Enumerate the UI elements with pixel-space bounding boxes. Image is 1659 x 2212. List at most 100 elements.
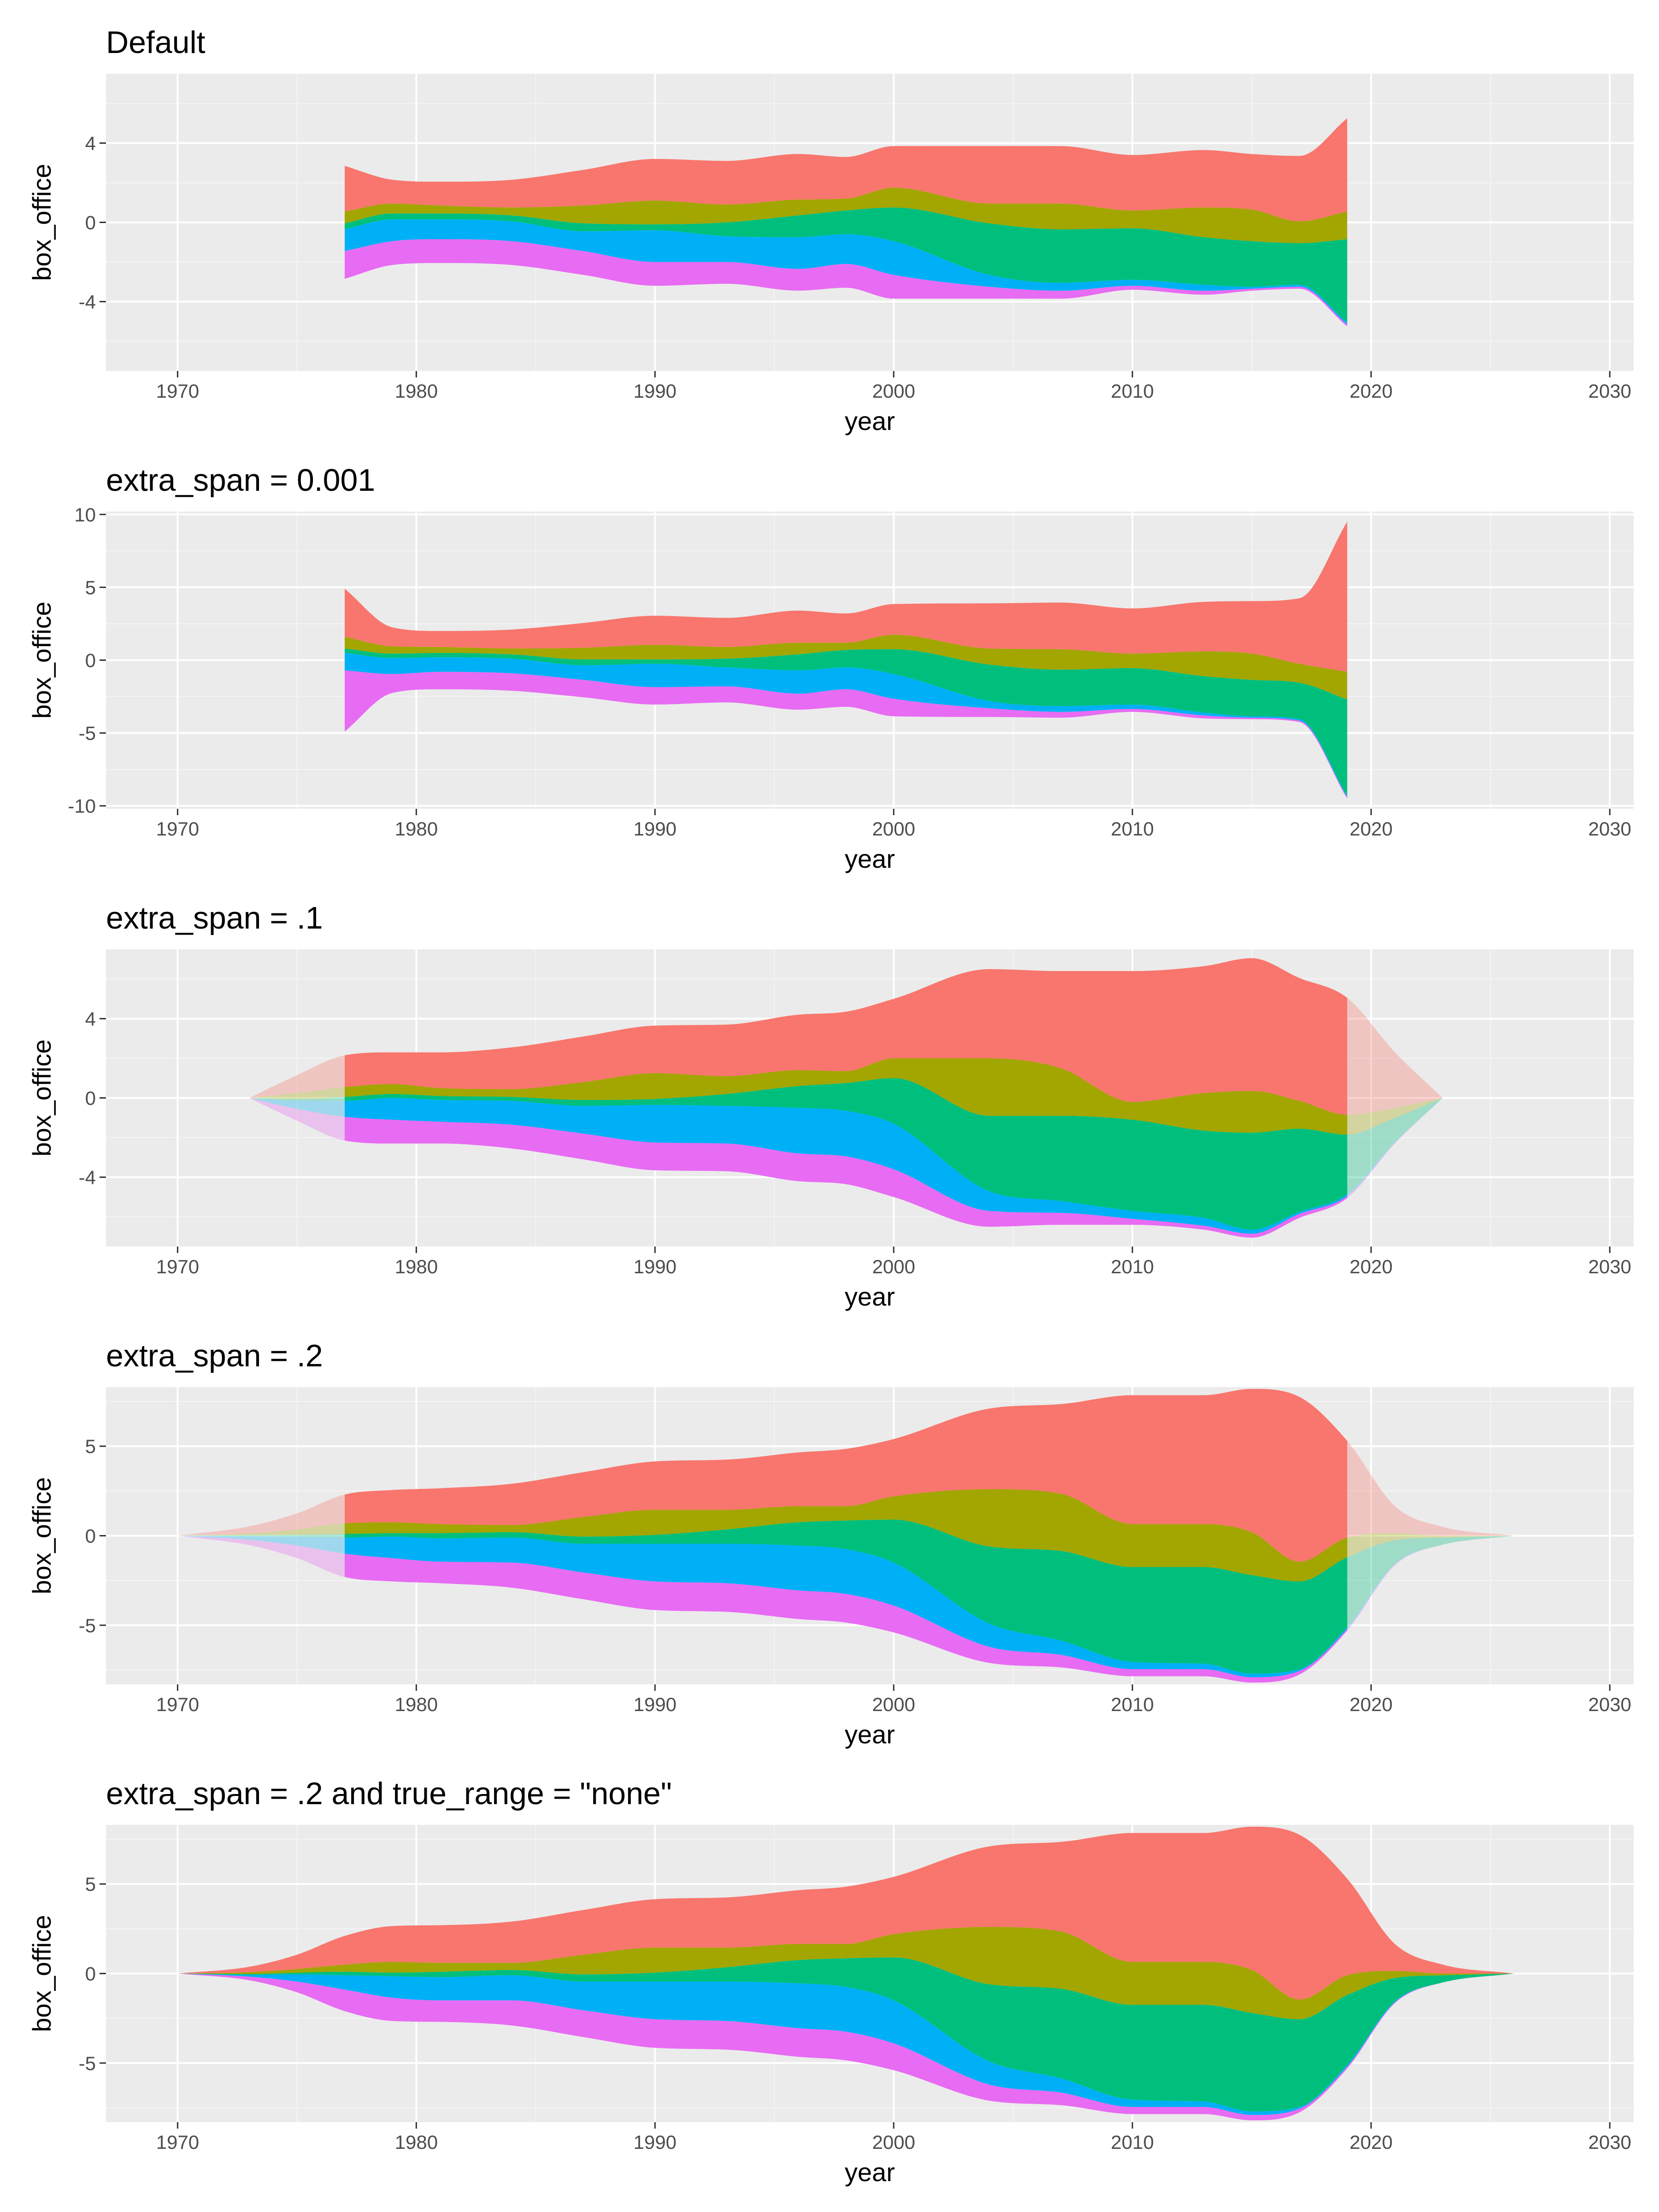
x-tick-label: 2000 [872, 1256, 915, 1277]
chart-title: Default [106, 25, 206, 60]
x-tick-label: 1990 [634, 380, 677, 402]
stream-series-4 [345, 653, 1347, 797]
x-tick-label: 1970 [156, 818, 199, 840]
x-tick-label: 2000 [872, 1694, 915, 1715]
x-tick-label: 2030 [1588, 2131, 1631, 2153]
y-axis-title: box_office [27, 1039, 56, 1156]
x-tick-label: 1980 [395, 2131, 438, 2153]
x-axis-title: year [845, 1282, 895, 1311]
stream-series-5 [177, 1973, 1515, 2121]
stream-series-4 [177, 1973, 1515, 2115]
y-tick-label: 5 [85, 1873, 96, 1895]
y-tick-label: -5 [79, 723, 96, 744]
y-tick-label: -4 [79, 291, 96, 313]
x-tick-label: 2030 [1588, 1694, 1631, 1715]
stream-series-3 [344, 1519, 1347, 1674]
y-axis-title: box_office [27, 1915, 56, 2032]
x-tick-label: 2020 [1350, 818, 1393, 840]
x-axis-title: year [845, 1720, 895, 1749]
stream-series-2 [177, 1927, 1515, 2019]
chart-panel: extra_span = 0.001 1970 1980 1990 2000 2010 20… [27, 463, 1634, 873]
x-axis-title: year [845, 844, 895, 873]
x-tick-label: 2010 [1111, 818, 1154, 840]
chart-title: extra_span = .2 and true_range = "none" [106, 1776, 672, 1811]
y-tick-label: 0 [85, 650, 96, 671]
chart-panel: extra_span = .1 1970 1980 1990 2000 2010 2020 2… [27, 900, 1634, 1311]
y-tick-label: 0 [85, 212, 96, 234]
x-tick-label: 2020 [1350, 1694, 1393, 1715]
chart-panel: extra_span = .2 1970 1980 1990 2000 2010 2020 2… [27, 1338, 1634, 1749]
y-tick-label: -5 [79, 2053, 96, 2074]
streams [345, 118, 1347, 327]
streams [177, 1388, 1515, 1683]
stream-series-5 [345, 239, 1347, 327]
stream-series-2 [344, 1058, 1347, 1135]
stream-series-5 [344, 1553, 1347, 1683]
x-axis-title: year [845, 2158, 895, 2187]
stream-series-1 [345, 522, 1347, 672]
chart-panel: extra_span = .2 and true_range = "none" 1… [27, 1776, 1634, 2187]
stream-series-4 [345, 219, 1347, 324]
chart-title: extra_span = .1 [106, 900, 323, 935]
x-tick-label: 2020 [1350, 2131, 1393, 2153]
x-tick-label: 1970 [156, 1694, 199, 1715]
y-tick-label: -4 [79, 1167, 96, 1188]
y-tick-label: 4 [85, 1008, 96, 1030]
y-tick-label: 0 [85, 1525, 96, 1547]
y-tick-label: 5 [85, 577, 96, 598]
stream-series-1 [344, 958, 1347, 1115]
stream-series-3 [345, 648, 1347, 796]
y-axis-title: box_office [27, 1477, 56, 1594]
y-tick-label: 10 [74, 504, 96, 525]
y-axis-title: box_office [27, 601, 56, 718]
chart-title: extra_span = .2 [106, 1338, 323, 1373]
stream-series-4 [344, 1098, 1347, 1234]
streams [345, 522, 1347, 799]
stream-series-1 [345, 118, 1347, 222]
stream-series-5 [344, 1117, 1347, 1238]
stream-series-3 [344, 1078, 1347, 1230]
y-axis-title: box_office [27, 164, 56, 281]
x-tick-label: 2020 [1350, 380, 1393, 402]
y-tick-label: 4 [85, 133, 96, 154]
x-tick-label: 2030 [1588, 818, 1631, 840]
x-tick-label: 1980 [395, 1256, 438, 1277]
streams [177, 1826, 1515, 2121]
x-tick-label: 2000 [872, 818, 915, 840]
x-tick-label: 1980 [395, 1694, 438, 1715]
x-tick-label: 2000 [872, 2131, 915, 2153]
stream-series-3 [345, 207, 1347, 323]
stream-series-3 [177, 1957, 1515, 2112]
x-tick-label: 1980 [395, 380, 438, 402]
stream-series-2 [344, 1489, 1347, 1582]
stream-series-1 [344, 1388, 1347, 1562]
x-tick-label: 2010 [1111, 1256, 1154, 1277]
stream-series-1 [177, 1826, 1515, 2000]
chart-title: extra_span = 0.001 [106, 463, 375, 498]
x-tick-label: 1980 [395, 818, 438, 840]
x-tick-label: 1970 [156, 380, 199, 402]
x-tick-label: 2030 [1588, 380, 1631, 402]
stream-series-5 [345, 670, 1347, 799]
stream-series-2 [345, 635, 1347, 700]
x-tick-label: 2020 [1350, 1256, 1393, 1277]
y-tick-label: 0 [85, 1963, 96, 1985]
x-tick-label: 1970 [156, 1256, 199, 1277]
y-tick-label: 5 [85, 1435, 96, 1457]
stream-series-4 [344, 1536, 1347, 1677]
x-tick-label: 2000 [872, 380, 915, 402]
x-tick-label: 2030 [1588, 1256, 1631, 1277]
x-tick-label: 1970 [156, 2131, 199, 2153]
x-tick-label: 1990 [634, 1694, 677, 1715]
x-tick-label: 1990 [634, 818, 677, 840]
x-tick-label: 2010 [1111, 2131, 1154, 2153]
x-tick-label: 2010 [1111, 380, 1154, 402]
streams [249, 958, 1443, 1238]
x-tick-label: 1990 [634, 1256, 677, 1277]
x-axis-title: year [845, 406, 895, 435]
x-tick-label: 1990 [634, 2131, 677, 2153]
stream-series-2 [345, 188, 1347, 243]
x-tick-label: 2010 [1111, 1694, 1154, 1715]
chart-panel: Default 1970 1980 1990 2000 2010 2020 2030 -4 0 4 y… [27, 25, 1634, 435]
